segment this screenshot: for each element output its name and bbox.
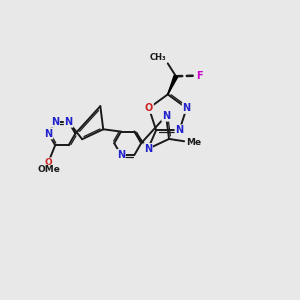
Polygon shape xyxy=(168,75,178,94)
Text: O: O xyxy=(145,103,153,113)
Text: N: N xyxy=(144,144,152,154)
Text: N: N xyxy=(176,125,184,135)
Text: N: N xyxy=(183,103,191,113)
Text: N: N xyxy=(44,129,52,139)
Text: O: O xyxy=(44,158,52,167)
Text: N: N xyxy=(51,117,59,127)
Text: N: N xyxy=(162,111,170,121)
Text: OMe: OMe xyxy=(38,165,61,174)
Text: CH₃: CH₃ xyxy=(150,53,166,62)
Text: Me: Me xyxy=(186,138,201,147)
Text: F: F xyxy=(196,71,202,81)
Text: N: N xyxy=(64,117,73,127)
Text: N: N xyxy=(117,150,125,160)
